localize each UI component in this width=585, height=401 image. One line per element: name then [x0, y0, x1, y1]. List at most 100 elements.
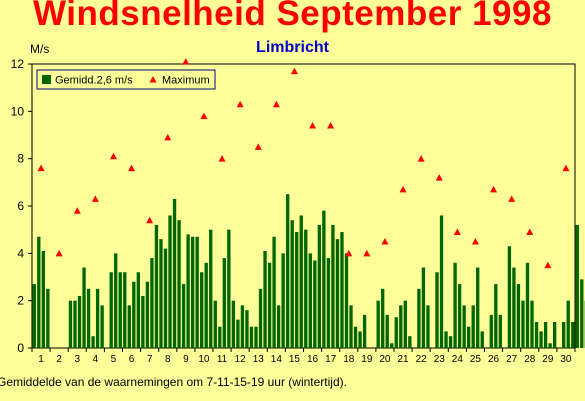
x-tick-label: 22	[416, 354, 428, 365]
bar	[457, 284, 462, 348]
bar	[317, 224, 322, 348]
x-tick-label: 18	[343, 354, 355, 365]
maximum-marker	[236, 100, 244, 108]
legend-box	[36, 69, 216, 90]
bar	[444, 331, 448, 348]
bar	[267, 262, 272, 348]
bar	[168, 215, 172, 348]
bar	[145, 281, 150, 348]
bar	[213, 300, 217, 348]
bar	[534, 321, 539, 348]
bar	[195, 236, 199, 348]
x-tick-label: 20	[379, 354, 391, 365]
x-tick-label: 27	[506, 354, 518, 365]
bar	[494, 284, 498, 348]
bar	[435, 272, 439, 348]
bar	[543, 321, 548, 348]
bar	[163, 248, 168, 348]
x-tick-label: 26	[488, 354, 500, 365]
maximum-marker	[146, 216, 154, 224]
bar	[308, 253, 312, 348]
x-tick-label: 8	[165, 354, 171, 365]
x-tick-label: 6	[129, 354, 135, 365]
bar	[575, 224, 579, 348]
y-tick-label: 4	[17, 246, 24, 260]
bar	[41, 250, 45, 348]
bar	[299, 215, 303, 348]
bar	[439, 215, 444, 348]
y-tick-label: 0	[17, 341, 24, 355]
bar	[521, 300, 525, 348]
bar	[91, 336, 95, 348]
bar	[177, 220, 181, 348]
bar	[37, 236, 41, 348]
maximum-marker	[218, 155, 226, 162]
bar	[77, 295, 82, 348]
bar	[571, 321, 575, 348]
bar	[127, 305, 131, 348]
bar	[390, 343, 394, 348]
bar	[95, 288, 100, 348]
bar	[236, 319, 240, 348]
bar	[471, 305, 475, 348]
bar	[227, 229, 231, 348]
bar	[408, 336, 412, 348]
bar	[249, 326, 254, 348]
maximum-marker	[544, 261, 552, 269]
bar	[68, 300, 73, 348]
bar	[326, 258, 331, 348]
bar	[340, 232, 344, 348]
bar	[281, 253, 285, 348]
bar	[254, 326, 258, 348]
x-tick-label: 4	[93, 354, 99, 365]
bar	[344, 253, 349, 348]
maximum-marker	[381, 238, 389, 245]
maximum-marker	[128, 164, 136, 172]
legend-bar-swatch	[42, 75, 51, 84]
bar	[132, 281, 136, 348]
legend-bar-label: Gemidd.2,6 m/s	[55, 75, 133, 87]
legend-marker-label: Maximum	[162, 75, 210, 87]
x-tick-label: 23	[434, 354, 446, 365]
y-axis-label: M/s	[30, 42, 50, 56]
bar	[353, 326, 358, 348]
bar	[290, 220, 294, 348]
y-tick-label: 8	[17, 152, 24, 166]
bar	[552, 321, 557, 348]
bar-series	[32, 194, 585, 348]
x-tick-label: 21	[397, 354, 409, 365]
bar	[335, 239, 340, 348]
x-tick-label: 17	[325, 354, 337, 365]
bar	[286, 194, 290, 348]
legend: Gemidd.2,6 m/s Maximum	[36, 69, 216, 90]
bar	[331, 224, 335, 348]
bar	[73, 300, 77, 348]
legend-marker-swatch	[149, 76, 157, 83]
bar	[200, 272, 204, 348]
x-tick-label: 28	[524, 354, 536, 365]
x-tick-label: 13	[253, 354, 265, 365]
bar	[403, 300, 407, 348]
maximum-marker	[309, 122, 317, 129]
x-tick-label: 11	[217, 354, 228, 365]
maximum-marker	[453, 228, 461, 236]
y-tick-label: 12	[11, 57, 25, 71]
bar	[276, 305, 281, 348]
bar	[150, 258, 154, 348]
bar	[516, 284, 521, 348]
bar	[566, 300, 570, 348]
bar	[172, 198, 177, 348]
bar	[362, 314, 367, 348]
bar	[181, 284, 186, 348]
bar	[240, 305, 245, 348]
x-tick-label: 19	[361, 354, 373, 365]
x-tick-label: 25	[470, 354, 482, 365]
bar	[512, 267, 516, 348]
x-tick-label: 16	[307, 354, 319, 365]
bar	[186, 234, 190, 348]
bar	[295, 232, 299, 348]
maximum-marker	[37, 164, 45, 172]
bar	[32, 284, 36, 348]
bar	[231, 300, 236, 348]
chart-subtitle: Limbricht	[256, 39, 329, 56]
